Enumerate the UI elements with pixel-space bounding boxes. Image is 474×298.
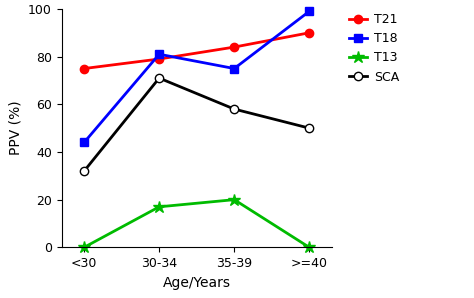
T13 xyxy=(81,246,87,249)
Line: T13: T13 xyxy=(78,193,316,254)
T18 xyxy=(231,67,237,70)
SCA xyxy=(156,76,162,80)
T21 xyxy=(156,57,162,61)
T21 xyxy=(81,67,87,70)
Legend: T21, T18, T13, SCA: T21, T18, T13, SCA xyxy=(346,10,401,86)
Y-axis label: PPV (%): PPV (%) xyxy=(9,101,22,156)
T18 xyxy=(156,52,162,56)
T13 xyxy=(231,198,237,201)
SCA xyxy=(231,107,237,111)
Line: T18: T18 xyxy=(80,7,313,147)
Line: T21: T21 xyxy=(80,29,313,73)
T13 xyxy=(156,205,162,209)
T18 xyxy=(81,141,87,144)
SCA xyxy=(81,169,87,173)
SCA xyxy=(306,126,312,130)
X-axis label: Age/Years: Age/Years xyxy=(163,276,231,290)
T21 xyxy=(231,45,237,49)
T18 xyxy=(306,10,312,13)
Line: SCA: SCA xyxy=(80,74,313,175)
T21 xyxy=(306,31,312,35)
T13 xyxy=(306,246,312,249)
